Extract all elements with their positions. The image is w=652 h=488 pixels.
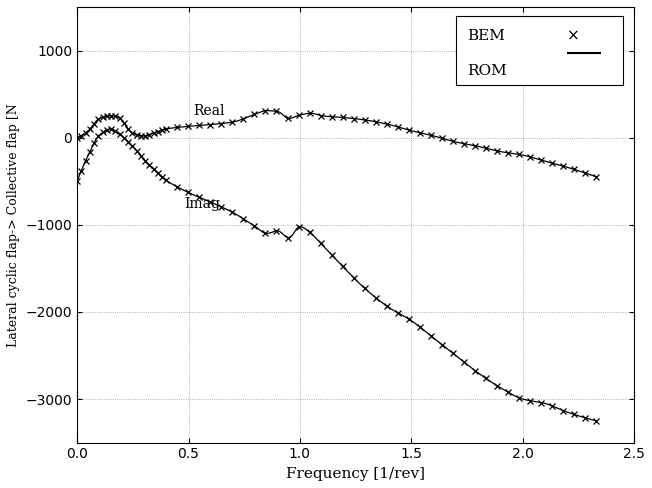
Text: BEM: BEM: [467, 29, 505, 43]
Text: ×: ×: [567, 29, 580, 44]
Text: ROM: ROM: [467, 63, 507, 78]
Text: ROM: ROM: [467, 63, 507, 78]
Bar: [456, 16, 623, 85]
Y-axis label: Lateral cyclic flap-> Collective flap [N: Lateral cyclic flap-> Collective flap [N: [7, 103, 20, 346]
Text: Real: Real: [193, 103, 224, 118]
Text: Imag: Imag: [184, 197, 220, 211]
Text: ×: ×: [567, 29, 580, 44]
Text: BEM: BEM: [467, 29, 505, 43]
X-axis label: Frequency [1/rev]: Frequency [1/rev]: [286, 467, 425, 481]
